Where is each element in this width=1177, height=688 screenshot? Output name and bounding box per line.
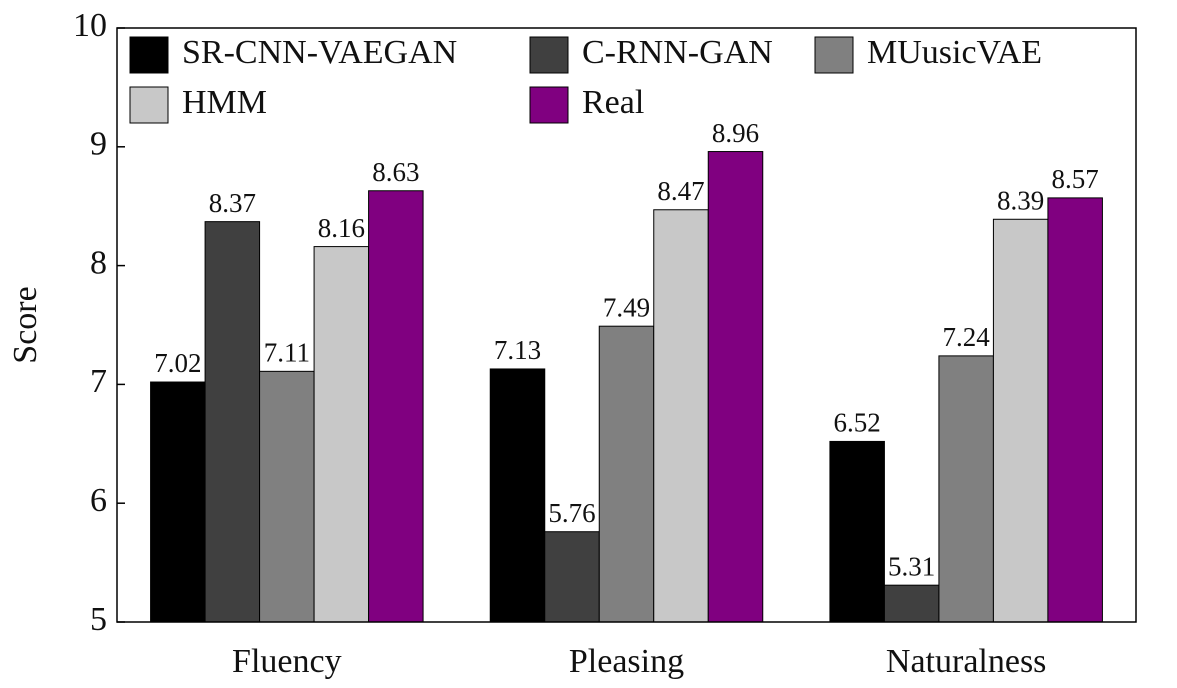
bar xyxy=(489,368,546,623)
legend-swatch xyxy=(529,36,569,74)
value-label: 8.47 xyxy=(657,176,704,206)
bar xyxy=(829,440,885,623)
legend-swatch xyxy=(129,86,169,124)
bar xyxy=(1047,197,1103,623)
bar xyxy=(938,355,994,623)
legend-swatch xyxy=(129,36,169,74)
value-label: 6.52 xyxy=(834,408,881,438)
y-axis-label: Score xyxy=(7,286,44,363)
bar xyxy=(992,218,1049,623)
value-label: 7.02 xyxy=(154,348,201,378)
y-tick-label: 10 xyxy=(73,7,107,44)
y-tick-label: 6 xyxy=(90,482,107,519)
value-label: 7.24 xyxy=(943,322,991,352)
bar xyxy=(313,246,370,623)
bar xyxy=(883,584,940,623)
value-label: 8.37 xyxy=(209,188,256,218)
bar xyxy=(259,370,315,623)
bar xyxy=(707,151,764,623)
bar xyxy=(368,190,424,623)
value-label: 8.96 xyxy=(712,118,759,148)
bar xyxy=(150,381,206,623)
value-label: 5.76 xyxy=(548,498,595,528)
legend-label: C-RNN-GAN xyxy=(582,34,773,71)
legend-label: HMM xyxy=(182,84,267,121)
value-label: 5.31 xyxy=(888,551,935,581)
bar xyxy=(653,209,709,623)
legend-label: Real xyxy=(582,84,644,121)
y-tick-label: 7 xyxy=(90,363,107,400)
y-tick-label: 5 xyxy=(90,601,107,638)
value-label: 7.13 xyxy=(494,335,541,365)
bar xyxy=(204,221,261,623)
legend-swatch xyxy=(529,86,569,124)
x-tick-label: Fluency xyxy=(232,643,342,680)
value-label: 8.16 xyxy=(318,213,365,243)
value-label: 7.49 xyxy=(603,292,650,322)
legend-label: SR-CNN-VAEGAN xyxy=(182,34,457,71)
value-label: 8.57 xyxy=(1052,164,1099,194)
value-label: 7.11 xyxy=(264,338,310,368)
legend-label: MUusicVAE xyxy=(867,34,1042,71)
value-label: 8.39 xyxy=(997,185,1044,215)
value-label: 8.63 xyxy=(372,157,419,187)
x-tick-label: Naturalness xyxy=(886,643,1047,680)
y-tick-label: 9 xyxy=(90,126,107,163)
x-tick-label: Pleasing xyxy=(569,643,684,680)
plot-frame xyxy=(116,27,1137,623)
y-tick-label: 8 xyxy=(90,244,107,281)
bar xyxy=(598,325,655,623)
bar xyxy=(544,531,600,623)
legend-swatch xyxy=(814,36,854,74)
